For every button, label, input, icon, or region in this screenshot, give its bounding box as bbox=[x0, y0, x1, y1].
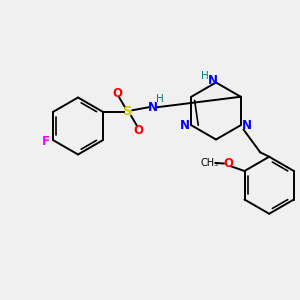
Text: N: N bbox=[148, 101, 158, 114]
Text: O: O bbox=[223, 157, 233, 170]
Text: H: H bbox=[201, 71, 208, 81]
Text: CH₃: CH₃ bbox=[200, 158, 218, 168]
Text: O: O bbox=[113, 87, 123, 100]
Text: F: F bbox=[42, 135, 50, 148]
Text: N: N bbox=[242, 119, 252, 132]
Text: H: H bbox=[155, 94, 163, 104]
Text: N: N bbox=[180, 119, 190, 132]
Text: N: N bbox=[207, 74, 218, 87]
Text: S: S bbox=[123, 105, 133, 118]
Text: O: O bbox=[134, 124, 144, 137]
